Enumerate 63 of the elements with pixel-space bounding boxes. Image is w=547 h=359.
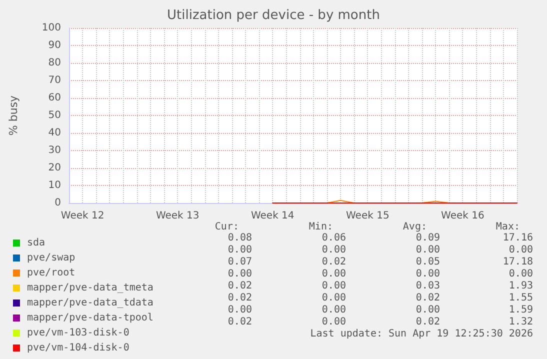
text: 0.06 bbox=[322, 232, 346, 244]
legend-label: mapper/pve-data_tmeta bbox=[27, 282, 154, 294]
text: 0.08 bbox=[228, 232, 252, 244]
legend-label: pve/root bbox=[27, 268, 76, 278]
text: 1.32 bbox=[508, 316, 533, 328]
x-tick-label: Week 13 bbox=[156, 210, 200, 222]
text: 17.18 bbox=[502, 256, 533, 268]
text: 0.00 bbox=[322, 292, 346, 304]
text: 0.00 bbox=[228, 244, 252, 256]
text: 0.00 bbox=[322, 304, 346, 316]
text: 0.00 bbox=[322, 244, 346, 256]
legend-label: pve/vm-103-disk-0 bbox=[27, 328, 130, 338]
text: 0.05 bbox=[416, 256, 440, 268]
text: 17.16 bbox=[502, 232, 533, 244]
text: 0.00 bbox=[322, 280, 346, 292]
legend-label: pve/vm-104-disk-0 bbox=[27, 342, 130, 354]
y-tick-label: 20 bbox=[48, 162, 61, 174]
text: 0.00 bbox=[416, 268, 440, 280]
text: 1.55 bbox=[508, 292, 533, 304]
text: 0.07 bbox=[228, 256, 252, 268]
text: 0.02 bbox=[322, 256, 346, 268]
y-tick-label: 40 bbox=[48, 128, 61, 138]
text: 1.59 bbox=[508, 304, 533, 316]
chart-title: Utilization per device - by month bbox=[167, 8, 380, 23]
y-tick-label: 60 bbox=[48, 92, 61, 104]
text: 0.00 bbox=[228, 304, 252, 316]
x-tick-label: Week 16 bbox=[441, 210, 484, 222]
text: Cur: bbox=[214, 222, 239, 232]
text: 0.02 bbox=[228, 292, 252, 304]
text: 0.02 bbox=[228, 280, 252, 292]
text: Last update: Sun Apr 19 12:25:30 2026 bbox=[310, 328, 533, 340]
text: 0.02 bbox=[416, 292, 440, 304]
legend-label: pve/swap bbox=[27, 252, 76, 264]
legend-label: mapper/pve-data-tpool bbox=[27, 312, 154, 324]
text: 0.00 bbox=[416, 304, 440, 316]
text: 0.00 bbox=[228, 268, 252, 280]
text: 0.02 bbox=[228, 316, 252, 328]
text: 0.00 bbox=[508, 268, 533, 280]
text: 0.03 bbox=[416, 280, 440, 292]
text: 0.00 bbox=[322, 268, 346, 280]
x-tick-label: Week 15 bbox=[346, 210, 390, 222]
y-tick-label: 80 bbox=[48, 58, 61, 68]
y-tick-label: 0 bbox=[54, 198, 61, 208]
text: Max: bbox=[496, 222, 520, 232]
y-tick-label: 100 bbox=[42, 22, 61, 34]
y-tick-label: 50 bbox=[48, 110, 61, 121]
text: 0.00 bbox=[416, 244, 440, 256]
text: 1.93 bbox=[508, 280, 533, 292]
text: Min: bbox=[308, 222, 333, 232]
x-tick-label: Week 12 bbox=[60, 210, 104, 222]
text: 0.00 bbox=[508, 244, 533, 256]
text: Avg: bbox=[402, 222, 427, 232]
y-tick-label: 10 bbox=[48, 180, 61, 191]
y-tick-label: 90 bbox=[48, 40, 61, 51]
legend-label: mapper/pve-data_tdata bbox=[27, 298, 154, 308]
legend-label: sda bbox=[27, 238, 46, 248]
y-tick-label: 30 bbox=[48, 145, 61, 156]
text: 0.09 bbox=[416, 232, 440, 244]
y-tick-label: 70 bbox=[48, 75, 61, 86]
y-axis-title: % busy bbox=[7, 94, 20, 136]
text: 0.00 bbox=[322, 316, 346, 328]
x-tick-label: Week 14 bbox=[250, 210, 294, 222]
text: 0.02 bbox=[416, 316, 440, 328]
